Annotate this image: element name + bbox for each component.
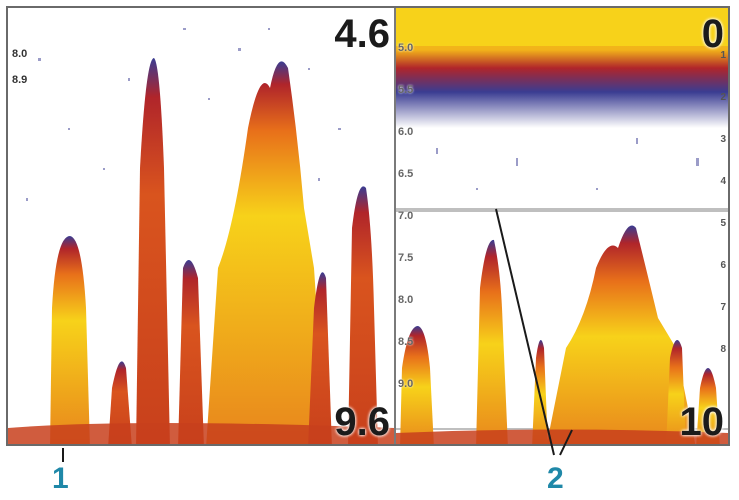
zoom-top-depth: 4.6	[334, 12, 390, 56]
callout-2-leaders	[495, 208, 573, 456]
range-mini-scale: 7	[720, 302, 726, 313]
range-scale-tick: 6.5	[398, 168, 414, 180]
range-mini-scale: 6	[720, 260, 726, 271]
sonar-display: 8.0 8.9 4.6 9.6	[6, 6, 730, 446]
zoom-bottom-depth: 9.6	[334, 400, 390, 444]
range-mini-scale: 4	[720, 176, 726, 187]
range-scale-tick: 5.0	[398, 42, 414, 54]
range-mini-scale: 2	[720, 92, 726, 103]
range-scale-tick: 9.0	[398, 378, 414, 390]
overlay-readout-1: 8.0	[12, 48, 28, 60]
range-scale-tick: 8.5	[398, 336, 414, 348]
range-bottom-depth: 10	[679, 400, 725, 444]
callout-1-leader	[62, 448, 64, 462]
range-scale-tick: 7.5	[398, 252, 414, 264]
pane-divider[interactable]	[394, 8, 396, 444]
range-scale-tick: 8.0	[398, 294, 414, 306]
range-mini-scale: 3	[720, 134, 726, 145]
range-mini-scale: 1	[720, 50, 726, 61]
overlay-readout-2: 8.9	[12, 74, 28, 86]
zoom-pane[interactable]: 8.0 8.9 4.6 9.6	[8, 8, 394, 444]
range-mini-scale: 5	[720, 218, 726, 229]
range-top-depth: 0	[701, 12, 724, 56]
range-scale-tick: 6.0	[398, 126, 414, 138]
zoom-echo-image	[8, 28, 394, 444]
callout-2-label: 2	[547, 462, 564, 495]
range-mini-scale: 8	[720, 344, 726, 355]
range-scale-tick: 5.5	[398, 84, 414, 96]
range-scale-tick: 7.0	[398, 210, 414, 222]
callout-1-label: 1	[52, 462, 69, 495]
